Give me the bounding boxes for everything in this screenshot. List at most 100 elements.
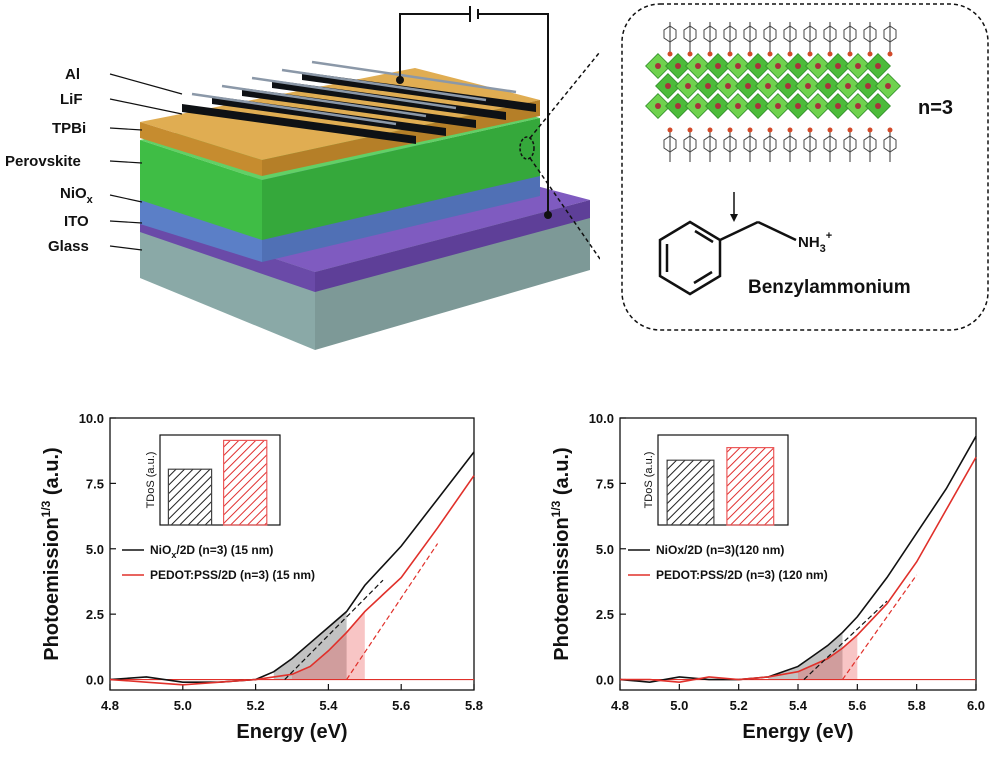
metal-atom [675, 63, 681, 69]
chart-left: 4.8 5.0 5.2 5.4 5.6 5.8 0.0 2.5 5.0 7.5 10.0 Energy… [39, 411, 483, 743]
benzene-ring [683, 25, 697, 43]
benzene-ring [883, 25, 897, 43]
benzene-ring [703, 25, 717, 43]
y-tick-label: 0.0 [596, 673, 614, 688]
organic-layer-bottom [663, 127, 897, 162]
tdos-bar [726, 446, 775, 526]
y-tick-label: 5.0 [596, 542, 614, 557]
series-line [109, 451, 475, 683]
label-ito: ITO [64, 213, 89, 230]
metal-atom [845, 83, 851, 89]
metal-atom [715, 63, 721, 69]
metal-atom [775, 63, 781, 69]
series-line [109, 475, 475, 686]
tdos-bar [666, 459, 715, 526]
device-stack-diagram: Al LiF TPBi Perovskite NiOx ITO Glass [5, 6, 600, 350]
arrow-icon [730, 214, 738, 222]
inset-ylabel: TDoS (a.u.) [145, 452, 157, 509]
benzene-ring [783, 25, 797, 43]
benzene-ring [663, 25, 677, 43]
x-tick-label: 4.8 [101, 698, 119, 713]
y-tick-label: 10.0 [79, 411, 104, 426]
x-tick-label: 5.2 [730, 698, 748, 713]
metal-atom [885, 83, 891, 89]
metal-atom [665, 83, 671, 89]
inset-ylabel: TDoS (a.u.) [643, 452, 655, 509]
y-tick-label: 2.5 [596, 607, 614, 622]
metal-atom [695, 103, 701, 109]
x-tick-label: 6.0 [967, 698, 985, 713]
x-tick-label: 5.8 [908, 698, 926, 713]
tdos-inset: TDoS (a.u.) [643, 434, 789, 526]
legend-label: PEDOT:PSS/2D (n=3) (15 nm) [150, 568, 315, 582]
x-tick-label: 4.8 [611, 698, 629, 713]
series-line [620, 456, 977, 683]
x-tick-label: 5.6 [848, 698, 866, 713]
benzylammonium-structure [658, 220, 797, 296]
metal-atom [875, 103, 881, 109]
shaded-area [798, 635, 858, 680]
benzene-ring [843, 25, 857, 43]
metal-atom [815, 63, 821, 69]
zoom-line-top [529, 50, 600, 139]
metal-atom [705, 83, 711, 89]
x-tick-label: 5.0 [670, 698, 688, 713]
tdos-bar [223, 439, 268, 526]
crystal-structure-inset: n=3 NH3+ Benzylammonium [621, 3, 989, 331]
x-tick-label: 5.0 [174, 698, 192, 713]
benzene-ring [823, 135, 837, 153]
y-axis-label: Photoemission1/3 (a.u.) [39, 447, 63, 660]
amine-label: NH3+ [798, 230, 832, 255]
metal-atom [865, 83, 871, 89]
metal-atom [755, 63, 761, 69]
y-axis-label: Photoemission1/3 (a.u.) [549, 447, 573, 660]
benzene-ring [723, 135, 737, 153]
al-electrodes [182, 60, 536, 144]
benzene-ring [723, 25, 737, 43]
label-perovskite: Perovskite [5, 153, 81, 170]
linear-fit-line [284, 579, 384, 680]
al-electrode [182, 92, 416, 144]
zoom-line-bottom [529, 157, 600, 261]
metal-atom [825, 83, 831, 89]
metal-atom [795, 63, 801, 69]
label-glass: Glass [48, 238, 89, 255]
benzene-ring [763, 25, 777, 43]
metal-atom [755, 103, 761, 109]
tdos-inset: TDoS (a.u.) [145, 434, 281, 526]
y-tick-label: 2.5 [86, 607, 104, 622]
metal-atom [715, 103, 721, 109]
metal-atom [695, 63, 701, 69]
linear-fit-line [346, 543, 439, 680]
layer-labels: Al LiF TPBi Perovskite NiOx ITO Glass [5, 66, 183, 255]
n-label: n=3 [918, 97, 953, 119]
x-axis-label: Energy (eV) [742, 721, 853, 743]
benzene-ring [823, 25, 837, 43]
x-tick-label: 5.4 [789, 698, 808, 713]
metal-atom [775, 103, 781, 109]
metal-atom [815, 103, 821, 109]
metal-atom [795, 103, 801, 109]
y-tick-label: 5.0 [86, 542, 104, 557]
legend-label: PEDOT:PSS/2D (n=3) (120 nm) [656, 568, 828, 582]
legend-label: NiOx/2D (n=3) (15 nm) [150, 543, 273, 560]
metal-atom [835, 63, 841, 69]
metal-atom [785, 83, 791, 89]
al-contact-dot [396, 76, 404, 84]
benzene-ring [863, 25, 877, 43]
benzene-ring [663, 135, 677, 153]
metal-atom [765, 83, 771, 89]
molecule-name: Benzylammonium [748, 277, 911, 298]
benzene-ring [783, 135, 797, 153]
benzene-ring [763, 135, 777, 153]
linear-fit-line [842, 574, 918, 680]
benzene-ring [883, 135, 897, 153]
benzene-ring [803, 25, 817, 43]
benzene-ring [843, 135, 857, 153]
y-tick-label: 0.0 [86, 673, 104, 688]
x-tick-label: 5.2 [247, 698, 265, 713]
benzene-ring [743, 25, 757, 43]
metal-atom [655, 63, 661, 69]
x-axis-label: Energy (eV) [236, 721, 347, 743]
ito-contact-dot [544, 211, 552, 219]
